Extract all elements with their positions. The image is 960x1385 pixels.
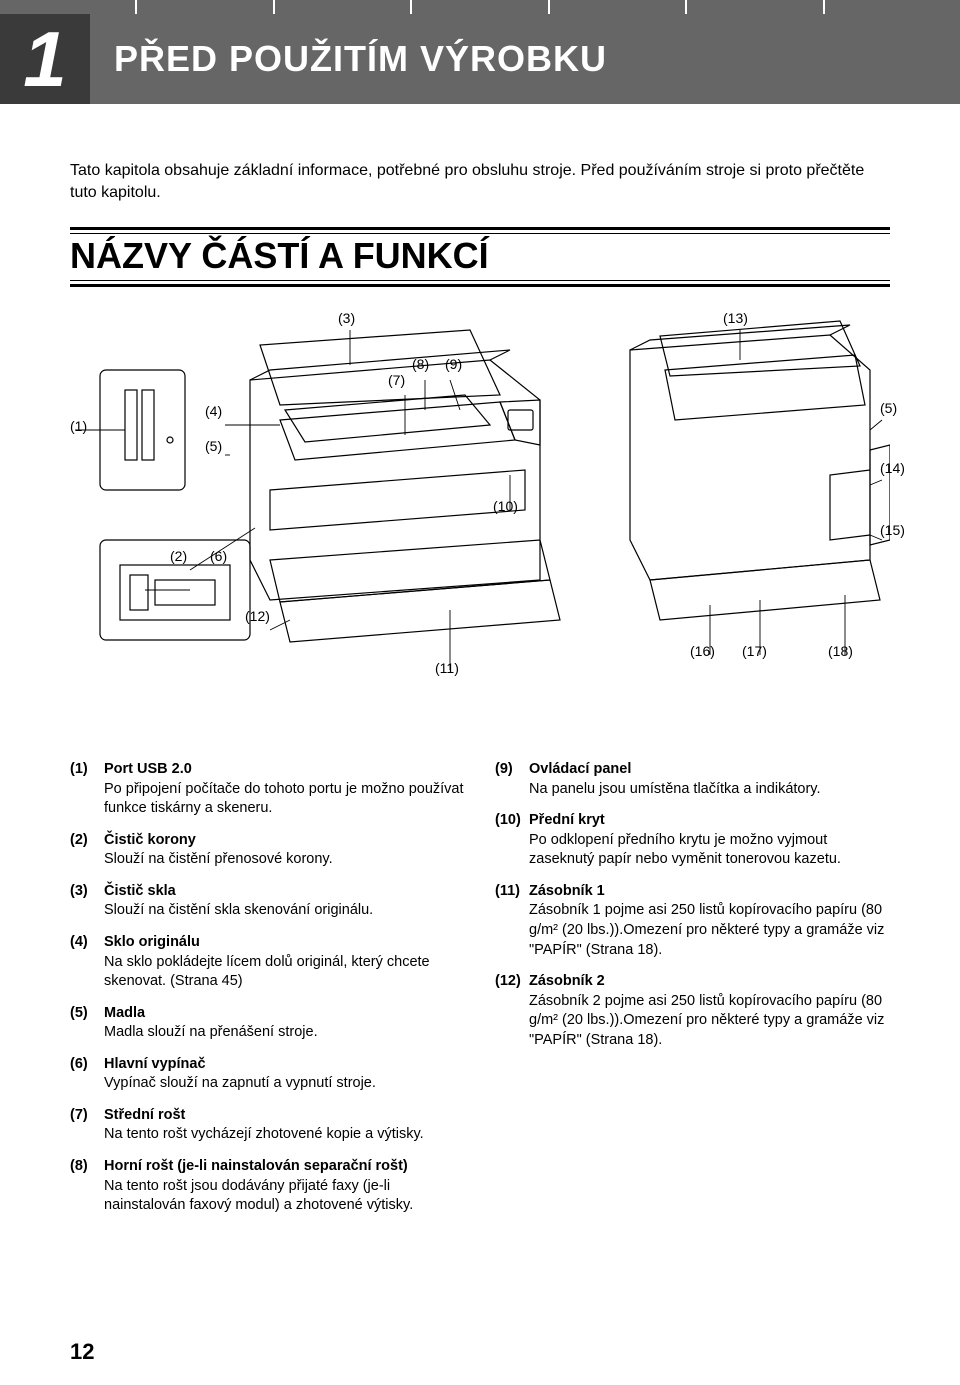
parts-list-item: (9)Ovládací panelNa panelu jsou umístěna… bbox=[495, 760, 890, 799]
item-title: Čistič skla bbox=[104, 882, 465, 902]
item-description: Na panelu jsou umístěna tlačítka a indik… bbox=[529, 780, 890, 800]
item-description: Zásobník 2 pojme asi 250 listů kopírovac… bbox=[529, 992, 890, 1051]
item-title: Hlavní vypínač bbox=[104, 1055, 465, 1075]
item-description: Zásobník 1 pojme asi 250 listů kopírovac… bbox=[529, 901, 890, 960]
item-body: Port USB 2.0Po připojení počítače do toh… bbox=[104, 760, 465, 819]
item-title: Port USB 2.0 bbox=[104, 760, 465, 780]
callout-11: (11) bbox=[435, 660, 459, 676]
parts-description-columns: (1)Port USB 2.0Po připojení počítače do … bbox=[70, 760, 890, 1228]
item-title: Zásobník 1 bbox=[529, 882, 890, 902]
callout-1: (1) bbox=[70, 418, 87, 434]
item-body: Střední roštNa tento rošt vycházejí zhot… bbox=[104, 1106, 465, 1145]
callout-9: (9) bbox=[445, 356, 462, 372]
parts-list-item: (4)Sklo origináluNa sklo pokládejte líce… bbox=[70, 933, 465, 992]
item-number: (4) bbox=[70, 933, 104, 992]
item-description: Na tento rošt vycházejí zhotovené kopie … bbox=[104, 1125, 465, 1145]
chapter-title: PŘED POUŽITÍM VÝROBKU bbox=[90, 14, 960, 104]
callout-12: (12) bbox=[245, 608, 270, 624]
item-description: Po připojení počítače do tohoto portu je… bbox=[104, 780, 465, 819]
callout-10: (10) bbox=[493, 498, 518, 514]
parts-list-item: (5)MadlaMadla slouží na přenášení stroje… bbox=[70, 1004, 465, 1043]
item-number: (9) bbox=[495, 760, 529, 799]
callout-18: (18) bbox=[828, 643, 853, 659]
parts-list-item: (10)Přední krytPo odklopení předního kry… bbox=[495, 811, 890, 870]
item-title: Madla bbox=[104, 1004, 465, 1024]
item-description: Slouží na čistění skla skenování originá… bbox=[104, 901, 465, 921]
callout-6: (6) bbox=[210, 548, 227, 564]
item-body: Ovládací panelNa panelu jsou umístěna tl… bbox=[529, 760, 890, 799]
item-number: (7) bbox=[70, 1106, 104, 1145]
item-number: (12) bbox=[495, 972, 529, 1050]
item-body: Zásobník 1Zásobník 1 pojme asi 250 listů… bbox=[529, 882, 890, 960]
heading-rule-top bbox=[70, 227, 890, 234]
parts-list-item: (11)Zásobník 1Zásobník 1 pojme asi 250 l… bbox=[495, 882, 890, 960]
parts-diagram: (1) (4) (5) (2) (6) (3) (8) (9) (7) (10)… bbox=[70, 300, 890, 740]
page-number: 12 bbox=[70, 1339, 94, 1365]
item-title: Sklo originálu bbox=[104, 933, 465, 953]
accent-bar bbox=[825, 0, 960, 14]
chapter-header: 1 PŘED POUŽITÍM VÝROBKU bbox=[0, 14, 960, 104]
item-number: (3) bbox=[70, 882, 104, 921]
left-column: (1)Port USB 2.0Po připojení počítače do … bbox=[70, 760, 465, 1228]
item-body: Sklo origináluNa sklo pokládejte lícem d… bbox=[104, 933, 465, 992]
right-column: (9)Ovládací panelNa panelu jsou umístěna… bbox=[495, 760, 890, 1228]
callout-14: (14) bbox=[880, 460, 905, 476]
item-number: (8) bbox=[70, 1157, 104, 1216]
chapter-number: 1 bbox=[0, 14, 90, 104]
item-title: Čistič korony bbox=[104, 831, 465, 851]
item-number: (10) bbox=[495, 811, 529, 870]
item-description: Slouží na čistění přenosové korony. bbox=[104, 850, 465, 870]
item-number: (6) bbox=[70, 1055, 104, 1094]
callout-5b: (5) bbox=[880, 400, 897, 416]
item-number: (2) bbox=[70, 831, 104, 870]
callout-16: (16) bbox=[690, 643, 715, 659]
callout-15: (15) bbox=[880, 522, 905, 538]
parts-list-item: (1)Port USB 2.0Po připojení počítače do … bbox=[70, 760, 465, 819]
callout-7: (7) bbox=[388, 372, 405, 388]
parts-list-item: (8)Horní rošt (je-li nainstalován separa… bbox=[70, 1157, 465, 1216]
item-description: Po odklopení předního krytu je možno vyj… bbox=[529, 831, 890, 870]
printer-line-art bbox=[70, 310, 890, 730]
accent-bar bbox=[0, 0, 135, 14]
accent-bar bbox=[137, 0, 272, 14]
heading-rule-bottom bbox=[70, 280, 890, 287]
item-title: Ovládací panel bbox=[529, 760, 890, 780]
parts-list-item: (2)Čistič koronySlouží na čistění přenos… bbox=[70, 831, 465, 870]
parts-list-item: (7)Střední roštNa tento rošt vycházejí z… bbox=[70, 1106, 465, 1145]
item-body: Zásobník 2Zásobník 2 pojme asi 250 listů… bbox=[529, 972, 890, 1050]
callout-17: (17) bbox=[742, 643, 767, 659]
item-number: (11) bbox=[495, 882, 529, 960]
parts-list-item: (6)Hlavní vypínačVypínač slouží na zapnu… bbox=[70, 1055, 465, 1094]
item-body: Přední krytPo odklopení předního krytu j… bbox=[529, 811, 890, 870]
item-title: Zásobník 2 bbox=[529, 972, 890, 992]
item-body: MadlaMadla slouží na přenášení stroje. bbox=[104, 1004, 465, 1043]
accent-bar bbox=[687, 0, 822, 14]
parts-list-item: (3)Čistič sklaSlouží na čistění skla ske… bbox=[70, 882, 465, 921]
item-body: Hlavní vypínačVypínač slouží na zapnutí … bbox=[104, 1055, 465, 1094]
intro-paragraph: Tato kapitola obsahuje základní informac… bbox=[70, 160, 890, 205]
item-body: Horní rošt (je-li nainstalován separační… bbox=[104, 1157, 465, 1216]
callout-5: (5) bbox=[205, 438, 222, 454]
callout-13: (13) bbox=[723, 310, 748, 326]
parts-list-item: (12)Zásobník 2Zásobník 2 pojme asi 250 l… bbox=[495, 972, 890, 1050]
item-number: (1) bbox=[70, 760, 104, 819]
item-description: Na tento rošt jsou dodávány přijaté faxy… bbox=[104, 1177, 465, 1216]
item-title: Přední kryt bbox=[529, 811, 890, 831]
item-description: Madla slouží na přenášení stroje. bbox=[104, 1023, 465, 1043]
item-body: Čistič sklaSlouží na čistění skla skenov… bbox=[104, 882, 465, 921]
item-title: Horní rošt (je-li nainstalován separační… bbox=[104, 1157, 465, 1177]
callout-2: (2) bbox=[170, 548, 187, 564]
item-description: Na sklo pokládejte lícem dolů originál, … bbox=[104, 953, 465, 992]
callout-4: (4) bbox=[205, 403, 222, 419]
callout-8: (8) bbox=[412, 356, 429, 372]
callout-3: (3) bbox=[338, 310, 355, 326]
accent-bar bbox=[412, 0, 547, 14]
item-number: (5) bbox=[70, 1004, 104, 1043]
item-title: Střední rošt bbox=[104, 1106, 465, 1126]
accent-bar bbox=[550, 0, 685, 14]
item-body: Čistič koronySlouží na čistění přenosové… bbox=[104, 831, 465, 870]
item-description: Vypínač slouží na zapnutí a vypnutí stro… bbox=[104, 1074, 465, 1094]
section-heading: NÁZVY ČÁSTÍ A FUNKCÍ bbox=[70, 235, 890, 277]
accent-bar bbox=[275, 0, 410, 14]
